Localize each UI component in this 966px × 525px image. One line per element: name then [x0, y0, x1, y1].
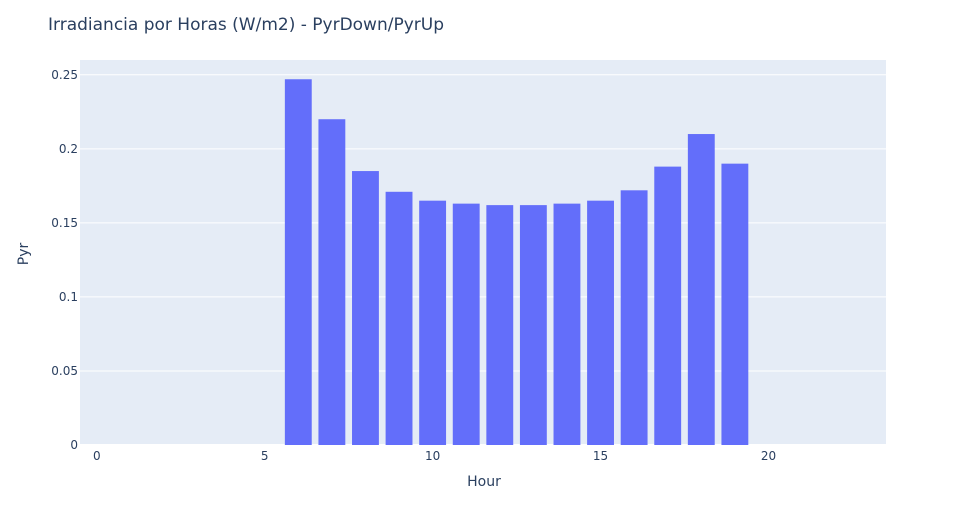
bar-hour-12[interactable] [486, 205, 514, 445]
x-axis-ticks: 0 5 10 15 20 [93, 449, 776, 463]
y-axis-title: Pyr [16, 243, 32, 266]
y-axis-ticks: 0 0.05 0.1 0.15 0.2 0.25 [51, 68, 78, 452]
x-tick-label: 20 [761, 449, 776, 463]
x-tick-label: 5 [261, 449, 269, 463]
y-tick-label: 0 [70, 438, 78, 452]
bar-hour-10[interactable] [419, 200, 447, 445]
bar-hour-11[interactable] [452, 203, 480, 445]
y-tick-label: 0.25 [51, 68, 78, 82]
x-tick-label: 0 [93, 449, 101, 463]
x-tick-label: 10 [425, 449, 440, 463]
y-tick-label: 0.1 [59, 290, 78, 304]
plot-area [80, 60, 886, 445]
x-axis-title: Hour [467, 474, 501, 490]
bar-hour-17[interactable] [654, 166, 682, 445]
bar-hour-16[interactable] [620, 190, 648, 445]
y-tick-label: 0.2 [59, 142, 78, 156]
y-tick-label: 0.05 [51, 364, 78, 378]
x-tick-label: 15 [593, 449, 608, 463]
bar-hour-19[interactable] [721, 163, 749, 445]
gridlines [80, 74, 886, 446]
bar-hour-9[interactable] [385, 191, 413, 445]
bar-hour-6[interactable] [284, 79, 312, 445]
chart-title: Irradiancia por Horas (W/m2) - PyrDown/P… [48, 15, 444, 35]
bar-hour-7[interactable] [318, 119, 346, 445]
bar-hour-15[interactable] [587, 200, 614, 445]
bars [284, 79, 749, 446]
bar-hour-13[interactable] [519, 205, 547, 445]
y-tick-label: 0.15 [51, 216, 78, 230]
bar-hour-18[interactable] [687, 134, 715, 446]
bar-hour-14[interactable] [553, 203, 581, 445]
bar-hour-8[interactable] [352, 171, 379, 446]
